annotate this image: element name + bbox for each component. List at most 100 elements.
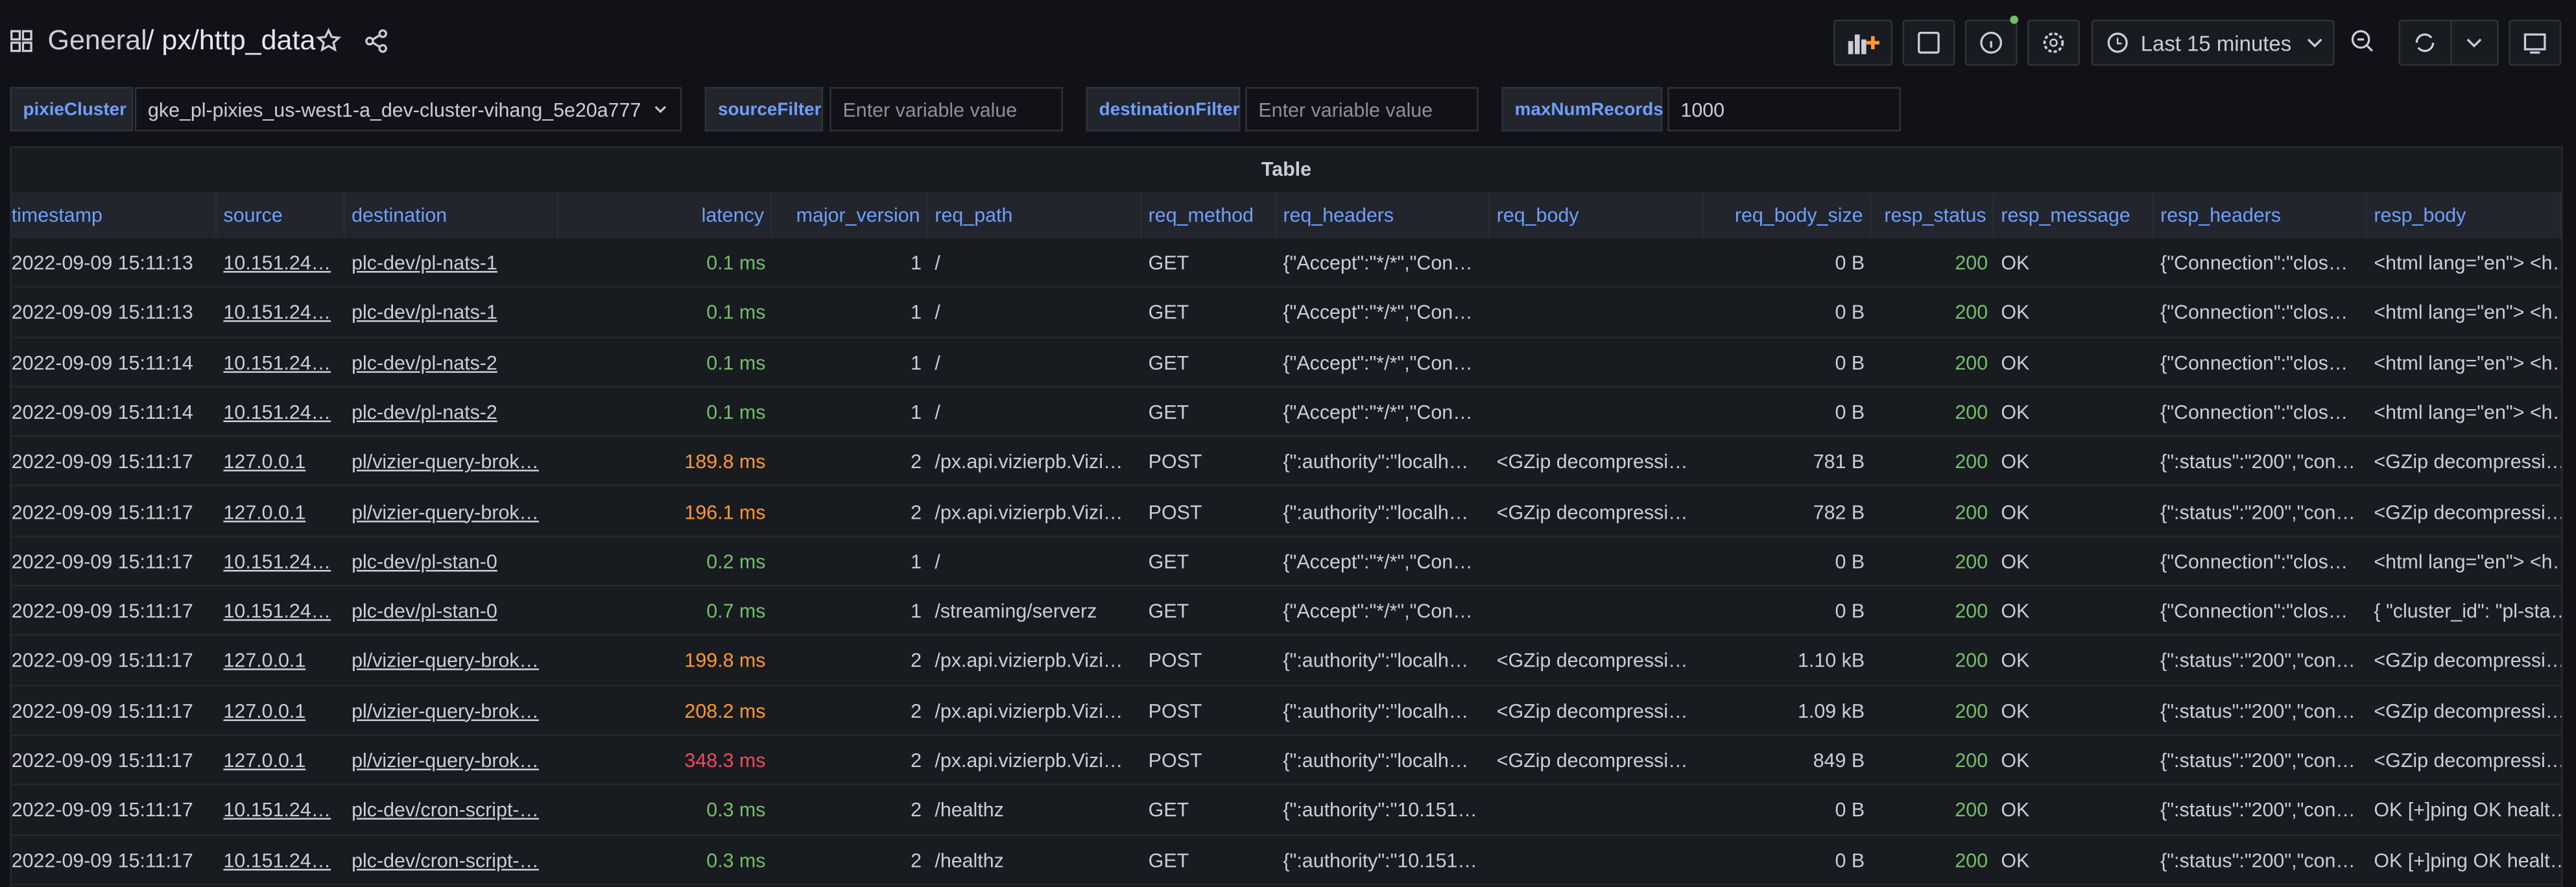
table-cell: /px.api.vizierpb.Vizi… — [935, 450, 1123, 474]
table-cell: 200 — [1955, 798, 1988, 822]
table-cell: 1 — [911, 400, 922, 424]
table-cell: POST — [1148, 699, 1202, 722]
table-cell[interactable]: 127.0.0.1 — [223, 699, 306, 722]
time-picker[interactable]: Last 15 minutes — [2091, 19, 2335, 66]
table-cell: 0 B — [1835, 848, 1865, 872]
table-cell: {":authority":"10.151… — [1283, 798, 1477, 822]
column-header[interactable]: destination — [344, 192, 559, 239]
table-cell[interactable]: plc-dev/pl-stan-0 — [352, 550, 497, 573]
table-cell: {":status":"200","con… — [2160, 649, 2355, 673]
table-cell[interactable]: plc-dev/pl-nats-2 — [352, 400, 497, 424]
apps-icon[interactable] — [10, 30, 32, 53]
column-header[interactable]: source — [217, 192, 345, 239]
variable-select[interactable]: 1000 — [1667, 87, 1901, 132]
table-cell: 200 — [1955, 749, 1988, 772]
table-row — [11, 338, 2562, 388]
table-cell[interactable]: pl/vizier-query-brok… — [352, 500, 539, 523]
variable-label: pixieCluster — [10, 87, 134, 132]
table-cell: GET — [1148, 550, 1189, 573]
table-cell[interactable]: 127.0.0.1 — [223, 450, 306, 474]
table-cell: OK — [2001, 500, 2030, 523]
column-header[interactable]: req_path — [928, 192, 1142, 239]
column-header[interactable]: resp_headers — [2153, 192, 2368, 239]
column-header[interactable]: major_version — [772, 192, 929, 239]
table-cell[interactable]: plc-dev/pl-nats-1 — [352, 251, 497, 275]
table-cell: <GZip decompressi… — [2374, 450, 2562, 474]
table-cell: 0 B — [1835, 599, 1865, 623]
table-cell: 200 — [1955, 450, 1988, 474]
table-cell: OK [+]ping OK healt… — [2374, 848, 2562, 872]
breadcrumb[interactable]: General — [47, 24, 147, 56]
table-cell[interactable]: plc-dev/cron-script-… — [352, 798, 539, 822]
table-cell: 2022-09-09 15:11:17 — [11, 848, 193, 872]
table-cell[interactable]: plc-dev/pl-nats-2 — [352, 351, 497, 374]
table-cell: OK — [2001, 400, 2030, 424]
table-cell: 1 — [911, 599, 922, 623]
table-cell[interactable]: 127.0.0.1 — [223, 500, 306, 523]
table-cell: <GZip decompressi… — [2374, 699, 2562, 722]
table-cell[interactable]: plc-dev/cron-script-… — [352, 848, 539, 872]
table-cell: / — [935, 251, 940, 275]
table-cell[interactable]: 10.151.24… — [223, 400, 331, 424]
info-button[interactable] — [1964, 16, 2018, 66]
table-cell[interactable]: 10.151.24… — [223, 550, 331, 573]
table-cell[interactable]: 10.151.24… — [223, 351, 331, 374]
table-cell: /px.api.vizierpb.Vizi… — [935, 649, 1123, 673]
column-header[interactable]: req_body_size — [1703, 192, 1872, 239]
table-cell: 2022-09-09 15:11:17 — [11, 649, 193, 673]
column-header[interactable]: resp_body — [2367, 192, 2562, 239]
table-cell[interactable]: 127.0.0.1 — [223, 749, 306, 772]
table-cell[interactable]: plc-dev/pl-stan-0 — [352, 599, 497, 623]
table-cell: 0 B — [1835, 351, 1865, 374]
column-header[interactable]: req_body — [1490, 192, 1704, 239]
table-cell: GET — [1148, 400, 1189, 424]
star-icon[interactable] — [315, 28, 342, 54]
column-header[interactable]: req_headers — [1276, 192, 1490, 239]
table-cell[interactable]: 10.151.24… — [223, 301, 331, 324]
table-cell: 782 B — [1813, 500, 1865, 523]
add-panel-button[interactable] — [1833, 19, 1893, 66]
table-cell: OK — [2001, 798, 2030, 822]
refresh-button[interactable] — [2398, 19, 2499, 66]
table-cell[interactable]: pl/vizier-query-brok… — [352, 450, 539, 474]
table-cell: {":status":"200","con… — [2160, 749, 2355, 772]
table-cell: OK — [2001, 848, 2030, 872]
table-cell: 0.3 ms — [706, 798, 766, 822]
share-icon[interactable] — [363, 28, 390, 54]
table-cell: 2022-09-09 15:11:13 — [11, 301, 193, 324]
variable-input[interactable]: Enter variable value — [1245, 87, 1479, 132]
table-cell: {":authority":"10.151… — [1283, 848, 1477, 872]
table-cell: <html lang="en"> <h… — [2374, 550, 2562, 573]
table-cell[interactable]: pl/vizier-query-brok… — [352, 749, 539, 772]
table-cell[interactable]: 10.151.24… — [223, 798, 331, 822]
column-header[interactable]: latency — [558, 192, 772, 239]
variable-select[interactable]: gke_pl-pixies_us-west1-a_dev-cluster-vih… — [134, 87, 682, 132]
table-cell: POST — [1148, 450, 1202, 474]
table-cell: 781 B — [1813, 450, 1865, 474]
settings-button[interactable] — [2027, 19, 2080, 66]
tv-mode-button[interactable] — [2509, 19, 2562, 66]
column-header[interactable]: resp_message — [1994, 192, 2154, 239]
table-cell: {":status":"200","con… — [2160, 699, 2355, 722]
variable-input[interactable]: Enter variable value — [829, 87, 1063, 132]
table-cell: <GZip decompressi… — [1496, 749, 1688, 772]
zoom-out-button[interactable] — [2339, 19, 2385, 65]
table-cell[interactable]: 127.0.0.1 — [223, 649, 306, 673]
chevron — [654, 106, 667, 113]
table-cell[interactable]: 10.151.24… — [223, 848, 331, 872]
table-cell[interactable]: pl/vizier-query-brok… — [352, 649, 539, 673]
table-cell: 2022-09-09 15:11:17 — [11, 599, 193, 623]
table-cell[interactable]: 10.151.24… — [223, 251, 331, 275]
save-button[interactable] — [1902, 19, 1955, 66]
table-cell: GET — [1148, 251, 1189, 275]
table-cell: {"Connection":"clos… — [2160, 599, 2348, 623]
table-cell[interactable]: 10.151.24… — [223, 599, 331, 623]
table-cell: 1.10 kB — [1798, 649, 1865, 673]
column-header[interactable]: timestamp — [11, 192, 217, 239]
column-header[interactable]: req_method — [1141, 192, 1277, 239]
table-cell: { "cluster_id": "pl-sta… — [2374, 599, 2562, 623]
table-cell[interactable]: plc-dev/pl-nats-1 — [352, 301, 497, 324]
table-cell: 1 — [911, 251, 922, 275]
table-cell[interactable]: pl/vizier-query-brok… — [352, 699, 539, 722]
column-header[interactable]: resp_status — [1871, 192, 1995, 239]
